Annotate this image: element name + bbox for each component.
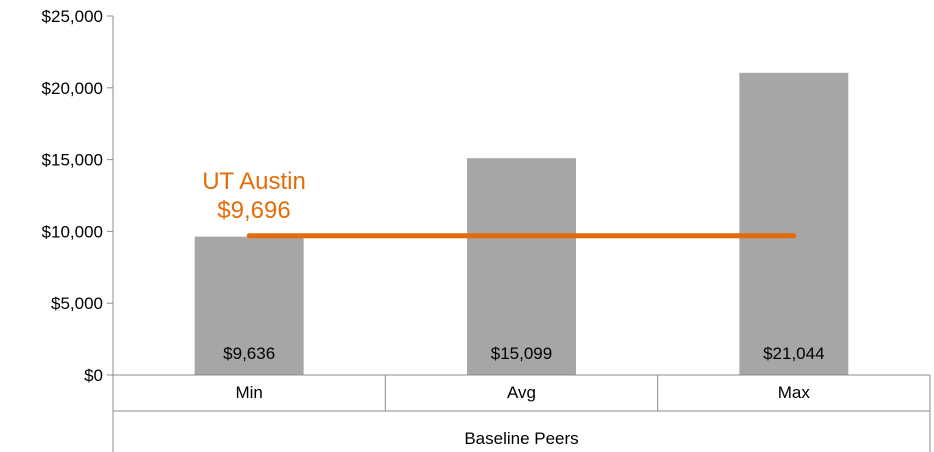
y-axis-ticks: $0 $5,000 $10,000 $15,000 $20,000 $25,000 (42, 7, 113, 385)
group-label: Baseline Peers (464, 429, 578, 448)
y-tick-label: $25,000 (42, 7, 103, 26)
bar-min (194, 236, 304, 375)
bar-value-label: $9,636 (223, 344, 275, 363)
bar-value-label: $21,044 (763, 344, 824, 363)
y-tick-label: $20,000 (42, 79, 103, 98)
y-tick-label: $10,000 (42, 222, 103, 241)
reference-line-name: UT Austin (202, 168, 306, 195)
bars (194, 72, 849, 375)
reference-line-value: $9,696 (217, 197, 290, 224)
bar-value-labels: $9,636 $15,099 $21,044 (223, 344, 824, 363)
bar-value-label: $15,099 (491, 344, 552, 363)
y-tick-label: $5,000 (51, 294, 103, 313)
axes (112, 16, 931, 452)
category-label-min: Min (235, 383, 262, 402)
category-label-avg: Avg (507, 383, 536, 402)
bar-max (739, 72, 849, 375)
y-tick-label: $15,000 (42, 151, 103, 170)
category-label-max: Max (778, 383, 811, 402)
category-labels: Min Avg Max Baseline Peers (235, 383, 810, 448)
reference-line-group: UT Austin$9,696 (202, 168, 797, 239)
y-tick-label: $0 (84, 366, 103, 385)
bar-avg (467, 158, 576, 375)
